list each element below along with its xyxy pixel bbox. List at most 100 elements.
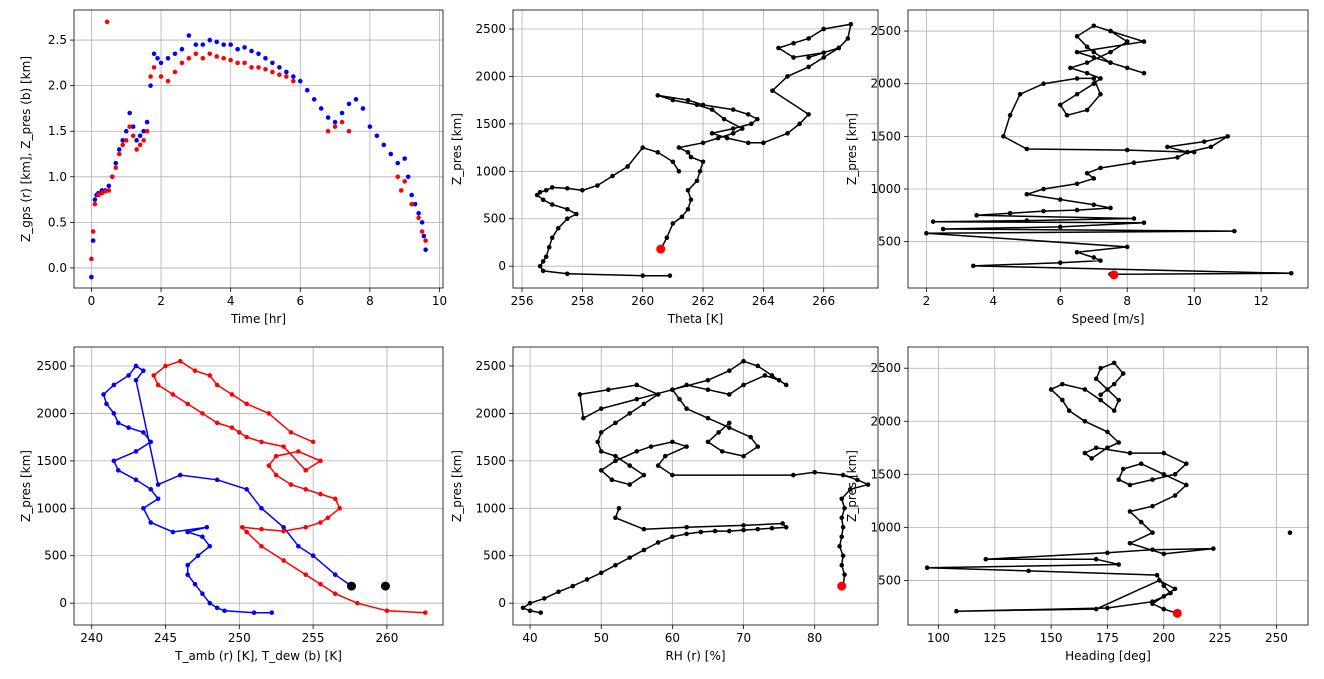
plot-area [513, 347, 878, 625]
data-point [242, 60, 247, 66]
data-point [684, 382, 689, 388]
data-point [137, 133, 143, 139]
x-tick-label: 150 [1040, 631, 1063, 645]
data-point [1161, 583, 1167, 589]
data-point [1074, 76, 1080, 81]
y-tick-label: 1000 [870, 520, 901, 534]
data-point [186, 56, 192, 61]
data-point [655, 150, 661, 155]
data-point [770, 88, 775, 93]
y-axis-label: Z_pres [km] [845, 450, 859, 522]
data-point [214, 54, 220, 59]
data-point [791, 55, 796, 60]
data-point [111, 458, 117, 464]
data-point [1168, 590, 1173, 596]
data-point [1084, 44, 1090, 50]
data-point [339, 110, 345, 116]
data-point [374, 133, 380, 139]
data-point [96, 192, 101, 198]
data-point [170, 392, 176, 397]
data-point [715, 135, 721, 141]
data-point [1098, 392, 1103, 398]
data-point [384, 608, 390, 614]
data-point [303, 524, 309, 530]
data-point [263, 66, 268, 72]
data-point [584, 577, 590, 582]
data-point [419, 229, 425, 234]
data-point [974, 213, 979, 218]
data-point [367, 124, 373, 129]
data-point [670, 221, 676, 226]
data-point [288, 430, 294, 435]
data-point [1116, 562, 1122, 567]
data-point [163, 363, 168, 369]
data-point [970, 263, 976, 269]
data-point [1141, 70, 1147, 76]
data-point [402, 156, 408, 161]
y-tick-label: 1.0 [48, 170, 67, 184]
data-point [106, 188, 112, 193]
data-point [1131, 160, 1137, 165]
x-tick-label: 4 [227, 294, 235, 308]
data-point [172, 69, 178, 75]
data-point [214, 420, 220, 426]
data-point [769, 373, 775, 378]
data-point [151, 65, 157, 70]
x-tick-label: 250 [228, 631, 251, 645]
data-point [1074, 91, 1080, 97]
data-point [641, 547, 647, 553]
data-point [1150, 530, 1155, 535]
x-tick-label: 175 [1096, 631, 1119, 645]
data-point [204, 524, 210, 530]
data-point [1161, 551, 1167, 557]
y-tick-label: 1500 [870, 129, 901, 143]
data-point [712, 528, 718, 534]
plot-frame [73, 346, 444, 626]
data-point [598, 430, 604, 435]
x-axis-label: RH (r) [%] [665, 649, 725, 663]
data-point [694, 102, 700, 108]
data-point [537, 189, 543, 195]
data-point [670, 534, 675, 540]
data-point [339, 119, 345, 125]
data-point [785, 74, 790, 79]
data-point [284, 74, 289, 79]
data-point [577, 392, 583, 397]
plot-frame [907, 346, 1309, 626]
data-point [144, 128, 150, 134]
data-point [1150, 503, 1155, 509]
data-point [726, 392, 732, 397]
data-point [141, 128, 146, 134]
data-point [130, 124, 136, 129]
y-tick-label: 0 [498, 596, 506, 610]
x-tick-label: 8 [366, 294, 374, 308]
data-point [1225, 134, 1230, 139]
data-point [177, 358, 183, 364]
plot-marks [89, 19, 428, 280]
series-line-2 [521, 508, 788, 614]
data-point [655, 463, 661, 468]
data-point [1105, 429, 1110, 435]
data-point [677, 396, 682, 402]
x-tick-label: 266 [812, 294, 835, 308]
data-point [685, 150, 691, 155]
data-point [170, 529, 176, 535]
x-tick-label: 240 [80, 631, 103, 645]
data-point [193, 51, 199, 57]
data-point [598, 570, 604, 576]
data-point [783, 524, 789, 530]
y-tick-label: 2500 [36, 359, 67, 373]
data-point [207, 543, 213, 549]
data-point [1185, 149, 1190, 155]
data-point [1093, 376, 1099, 382]
data-point [310, 439, 316, 445]
data-point [133, 377, 139, 383]
data-point [780, 521, 785, 526]
data-point [113, 160, 119, 166]
plot-area [74, 347, 443, 625]
data-point [1141, 39, 1147, 44]
data-point [141, 368, 146, 374]
data-point [381, 142, 387, 148]
data-point [1208, 144, 1214, 150]
data-point [1172, 586, 1178, 592]
